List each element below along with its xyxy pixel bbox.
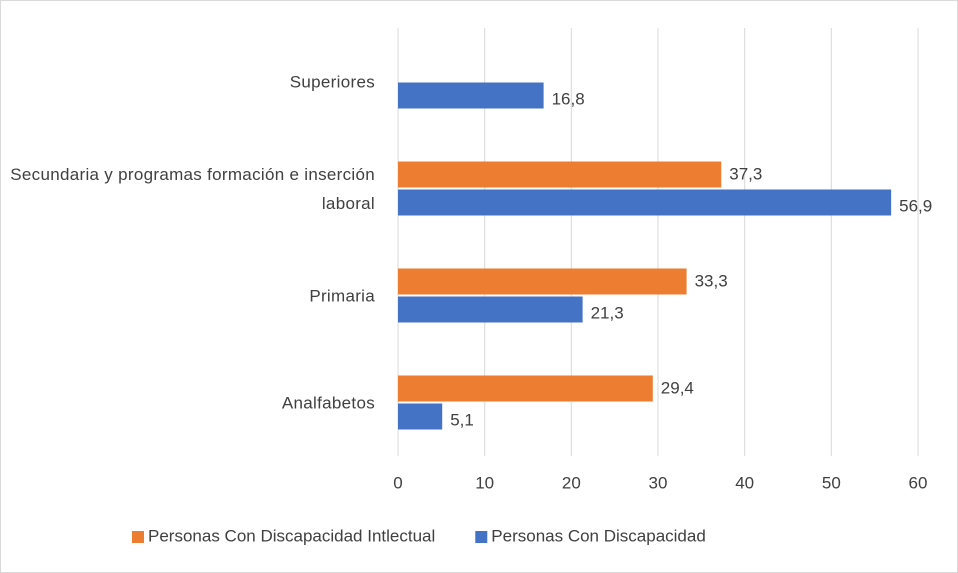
legend-label: Personas Con Discapacidad Intlectual [148, 526, 435, 545]
x-tick-label: 40 [735, 473, 754, 492]
data-label: 56,9 [899, 196, 932, 215]
x-tick-label: 30 [649, 473, 668, 492]
data-label: 33,3 [695, 271, 728, 290]
data-label: 5,1 [450, 410, 474, 429]
legend-swatch [132, 531, 144, 543]
legend-label: Personas Con Discapacidad [491, 526, 706, 545]
x-tick-label: 50 [822, 473, 841, 492]
x-tick-label: 0 [393, 473, 402, 492]
x-tick-label: 60 [909, 473, 928, 492]
bar [398, 375, 653, 402]
y-tick-label: Secundaria y programas formación e inser… [10, 164, 375, 213]
data-label: 16,8 [552, 89, 585, 108]
x-tick-label: 10 [475, 473, 494, 492]
bar [398, 82, 544, 109]
bar [398, 189, 892, 216]
x-tick-label: 20 [562, 473, 581, 492]
data-label: 29,4 [661, 378, 694, 397]
legend-swatch [475, 531, 488, 543]
bar [398, 268, 687, 295]
bar [398, 296, 583, 323]
bar [398, 161, 722, 188]
data-label: 21,3 [591, 303, 624, 322]
y-tick-label: Primaria [309, 286, 375, 305]
y-tick-label: Analfabetos [281, 393, 375, 412]
data-label: 37,3 [729, 164, 762, 183]
bar [398, 403, 443, 430]
y-tick-label: Superiores [289, 72, 375, 91]
